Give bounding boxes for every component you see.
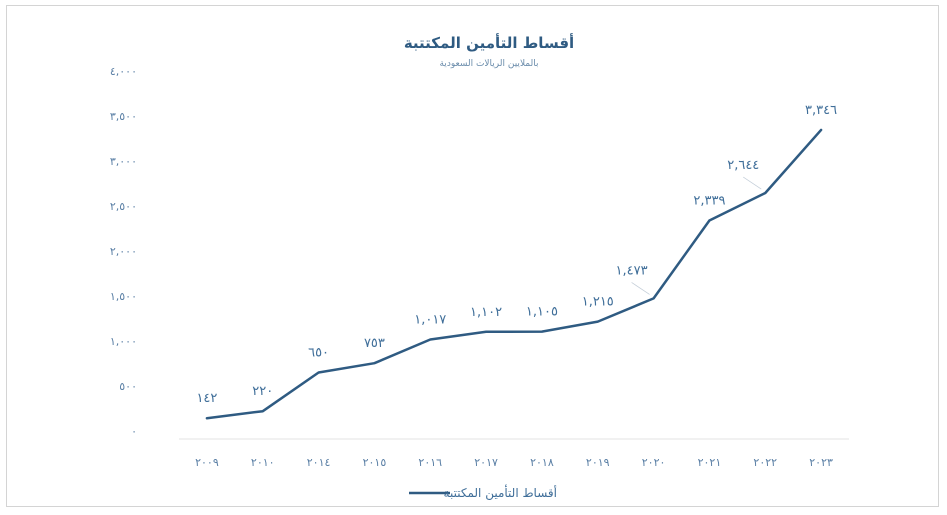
series-line [205, 128, 823, 420]
x-tick-label: ٢٠١٤ [307, 456, 331, 469]
x-tick-label: ٢٠٢١ [698, 456, 722, 469]
legend-label: أقساط التأمين المكتتبة [444, 484, 557, 501]
y-tick-label: ٣,٠٠٠ [110, 155, 137, 168]
x-tick-label: ٢٠٢٣ [809, 456, 833, 469]
data-label-leader [743, 176, 762, 190]
x-tick-label: ٢٠٢٢ [753, 456, 777, 469]
x-tick-label: ٢٠١٠ [251, 456, 275, 469]
x-tick-label: ٢٠١٧ [474, 456, 498, 469]
line-chart: أقساط التأمين المكتتبة بالملايين الريالا… [110, 33, 849, 501]
y-tick-label: ١,٥٠٠ [110, 290, 137, 303]
x-tick-label: ٢٠٠٩ [195, 456, 219, 469]
data-label: ١,١٠٢ [470, 305, 502, 320]
y-tick-label: ٢,٥٠٠ [110, 200, 137, 213]
data-label: ١,٢١٥ [582, 295, 614, 310]
y-tick-label: ٢,٠٠٠ [110, 245, 137, 258]
x-tick-label: ٢٠١٨ [530, 456, 554, 469]
data-label: ١,١٠٥ [526, 305, 558, 320]
x-tick-label: ٢٠٢٠ [642, 456, 666, 469]
data-label: ٧٥٣ [364, 336, 385, 351]
plot-area: ١٤٢ ٢٢٠ ٦٥٠ ٧٥٣ ١,٠١٧ ١,١٠٢ ١,١٠٥ ١,٢١٥ ١,٤٧٣ ٢,٣… [196, 103, 837, 420]
chart-title: أقساط التأمين المكتتبة [404, 33, 574, 52]
data-label: ١,٠١٧ [414, 312, 446, 327]
data-label: ١٤٢ [196, 391, 217, 406]
data-label-leader [631, 282, 650, 295]
y-tick-label: ٣,٥٠٠ [110, 110, 137, 123]
data-label: ٢,٣٣٩ [693, 193, 725, 208]
y-axis: ٠ ٥٠٠ ١,٠٠٠ ١,٥٠٠ ٢,٠٠٠ ٢,٥٠٠ ٣,٠٠٠ ٣,٥٠٠ ٤,٠٠٠ [110, 65, 137, 438]
data-label: ٢٢٠ [252, 384, 273, 399]
y-tick-label: ١,٠٠٠ [110, 335, 137, 348]
data-label: ٢,٦٤٤ [727, 158, 759, 173]
data-label: ٦٥٠ [308, 346, 329, 361]
x-axis: ٢٠٠٩ ٢٠١٠ ٢٠١٤ ٢٠١٥ ٢٠١٦ ٢٠١٧ ٢٠١٨ ٢٠١٩ ٢٠٢٠ ٢٠٢١… [195, 456, 833, 469]
x-tick-label: ٢٠١٥ [363, 456, 387, 469]
data-label: ١,٤٧٣ [616, 263, 648, 278]
x-tick-label: ٢٠١٩ [586, 456, 610, 469]
data-label: ٣,٣٤٦ [805, 103, 837, 118]
y-tick-label: ٠ [131, 425, 137, 438]
legend: أقساط التأمين المكتتبة [409, 484, 557, 501]
chart-frame: أقساط التأمين المكتتبة بالملايين الريالا… [6, 5, 939, 507]
y-tick-label: ٤,٠٠٠ [110, 65, 137, 78]
y-tick-label: ٥٠٠ [119, 380, 137, 393]
x-tick-label: ٢٠١٦ [418, 456, 442, 469]
chart-subtitle: بالملايين الريالات السعودية [439, 59, 538, 69]
